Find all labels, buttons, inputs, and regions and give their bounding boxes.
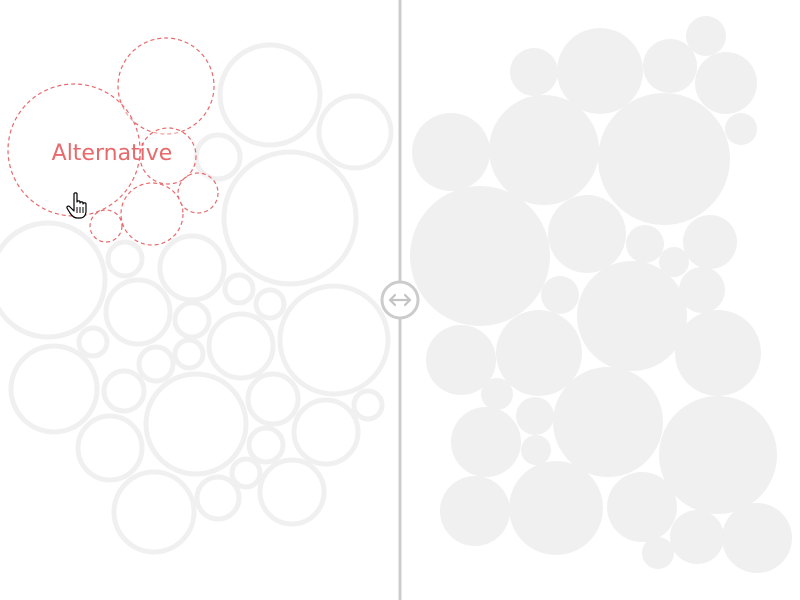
bubble[interactable] bbox=[548, 195, 626, 273]
bubble[interactable] bbox=[557, 28, 643, 114]
bubble[interactable] bbox=[626, 225, 664, 263]
bubble[interactable] bbox=[277, 283, 391, 397]
bubble[interactable] bbox=[351, 388, 385, 422]
bubble[interactable] bbox=[607, 472, 677, 542]
bubble[interactable] bbox=[510, 48, 558, 96]
bubble[interactable] bbox=[659, 396, 777, 514]
bubble[interactable] bbox=[643, 39, 697, 93]
bubble[interactable] bbox=[245, 371, 301, 427]
bubble[interactable] bbox=[111, 469, 197, 555]
bubble[interactable] bbox=[686, 16, 726, 56]
hand-pointer-icon bbox=[66, 192, 87, 219]
highlight-bubble[interactable] bbox=[120, 182, 184, 246]
bubble[interactable] bbox=[257, 457, 327, 527]
highlight-bubble[interactable] bbox=[177, 172, 219, 214]
bubble[interactable] bbox=[217, 42, 323, 148]
bubble[interactable] bbox=[229, 456, 263, 490]
bubble[interactable] bbox=[516, 397, 554, 435]
bubble[interactable] bbox=[541, 276, 579, 314]
bubble[interactable] bbox=[76, 325, 110, 359]
bubble[interactable] bbox=[725, 113, 757, 145]
bubble[interactable] bbox=[143, 371, 249, 477]
right-bubble-panel bbox=[410, 16, 792, 573]
bubble[interactable] bbox=[426, 325, 496, 395]
double-arrow-icon bbox=[388, 293, 412, 307]
bubble[interactable] bbox=[105, 239, 145, 279]
bubble[interactable] bbox=[0, 220, 108, 340]
bubble[interactable] bbox=[675, 310, 761, 396]
highlight-bubble[interactable] bbox=[117, 37, 215, 135]
bubble[interactable] bbox=[222, 272, 256, 306]
bubble[interactable] bbox=[489, 95, 599, 205]
bubble[interactable] bbox=[221, 149, 359, 287]
bubble[interactable] bbox=[193, 132, 243, 182]
bubble[interactable] bbox=[577, 261, 687, 371]
bubble[interactable] bbox=[670, 510, 724, 564]
bubble[interactable] bbox=[316, 93, 394, 171]
bubble[interactable] bbox=[206, 311, 276, 381]
bubble[interactable] bbox=[598, 93, 730, 225]
bubble[interactable] bbox=[172, 300, 212, 340]
highlight-bubble[interactable] bbox=[7, 83, 141, 217]
bubble[interactable] bbox=[172, 337, 206, 371]
bubble[interactable] bbox=[194, 474, 242, 522]
bubble[interactable] bbox=[136, 344, 176, 384]
bubble[interactable] bbox=[509, 461, 603, 555]
bubble[interactable] bbox=[521, 435, 551, 465]
bubble[interactable] bbox=[451, 407, 521, 477]
bubble[interactable] bbox=[253, 287, 287, 321]
left-bubble-panel bbox=[0, 42, 394, 555]
bubble[interactable] bbox=[695, 52, 757, 114]
bubble[interactable] bbox=[412, 113, 490, 191]
highlight-bubble[interactable] bbox=[89, 209, 123, 243]
bubble[interactable] bbox=[440, 476, 510, 546]
bubble[interactable] bbox=[157, 233, 227, 303]
bubble[interactable] bbox=[642, 537, 674, 569]
bubble[interactable] bbox=[101, 368, 147, 414]
bubble[interactable] bbox=[679, 267, 725, 313]
bubble[interactable] bbox=[481, 378, 513, 410]
bubble[interactable] bbox=[659, 247, 689, 277]
bubble[interactable] bbox=[410, 186, 550, 326]
bubble[interactable] bbox=[291, 397, 361, 467]
highlight-label: Alternative bbox=[52, 141, 173, 166]
bubble[interactable] bbox=[103, 277, 173, 347]
bubble[interactable] bbox=[722, 503, 792, 573]
highlighted-bubble-group[interactable]: Alternative bbox=[7, 37, 219, 246]
bubble[interactable] bbox=[683, 215, 737, 269]
bubble[interactable] bbox=[8, 343, 100, 435]
bubble[interactable] bbox=[246, 425, 286, 465]
divider-handle[interactable] bbox=[380, 280, 420, 320]
bubble[interactable] bbox=[496, 310, 582, 396]
bubble[interactable] bbox=[75, 413, 145, 483]
highlight-bubble[interactable] bbox=[139, 127, 197, 185]
bubble[interactable] bbox=[553, 367, 663, 477]
